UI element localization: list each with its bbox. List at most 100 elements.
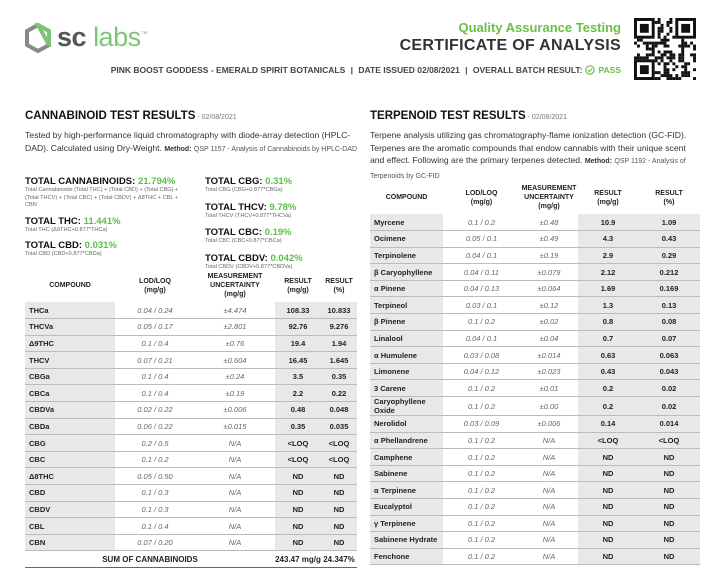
table-row: Linalool 0.04 / 0.1 ±0.04 0.7 0.07 <box>370 330 700 348</box>
result-mg: <LOQ <box>275 451 321 469</box>
result-pct: 0.014 <box>638 415 700 433</box>
total-item: TOTAL CBDV: 0.042% Total CBDV (CBDV+0.877… <box>205 253 355 272</box>
table-row: Δ9THC 0.1 / 0.4 ±0.76 19.4 1.94 <box>25 335 357 353</box>
uncertainty: N/A <box>195 434 275 452</box>
table-row: CBDVa 0.02 / 0.22 ±0.006 0.48 0.048 <box>25 401 357 419</box>
compound: Δ8THC <box>25 467 115 486</box>
lod-loq: 0.04 / 0.12 <box>443 363 520 381</box>
table-row: β Caryophyllene 0.04 / 0.11 ±0.079 2.12 0.21… <box>370 263 700 281</box>
column-header: RESULT (mg/g) <box>284 277 312 294</box>
table-row: CBN 0.07 / 0.20 N/A ND ND <box>25 534 357 552</box>
table-row: Δ8THC 0.05 / 0.50 N/A ND ND <box>25 467 357 486</box>
uncertainty: ±0.02 <box>520 313 578 331</box>
uncertainty: ±0.00 <box>520 396 578 417</box>
table-row: CBCa 0.1 / 0.4 ±0.19 2.2 0.22 <box>25 384 357 403</box>
table-row: CBG 0.2 / 0.5 N/A <LOQ <LOQ <box>25 434 357 452</box>
table-row: CBDV 0.1 / 0.3 N/A ND ND <box>25 501 357 519</box>
table-row: Terpineol 0.03 / 0.1 ±0.12 1.3 0.13 <box>370 296 700 315</box>
uncertainty: ±0.023 <box>520 363 578 381</box>
total-label: TOTAL CBDV: 0.042% <box>205 252 303 264</box>
table-row: Sabinene Hydrate 0.1 / 0.2 N/A ND ND <box>370 531 700 549</box>
compound: γ Terpinene <box>370 515 443 533</box>
total-label: TOTAL THC: 11.441% <box>25 215 121 227</box>
result-pct: ND <box>321 484 357 502</box>
lod-loq: 0.1 / 0.2 <box>443 396 520 417</box>
result-mg: 0.35 <box>275 418 321 436</box>
qr-code[interactable] <box>634 18 696 80</box>
totals-left: TOTAL CANNABINOIDS: 21.794% Total Cannabi… <box>25 176 190 265</box>
result-mg: ND <box>578 548 638 566</box>
result-pct: 0.063 <box>638 346 700 364</box>
result-pct: ND <box>321 517 357 535</box>
column-header: LOD/LOQ (mg/g) <box>465 189 498 206</box>
total-formula: Total CBC (CBC+0.877*CBCa) <box>205 238 282 244</box>
lod-loq: 0.1 / 0.2 <box>443 465 520 483</box>
product-name: PINK BOOST GODDESS - EMERALD SPIRIT BOTA… <box>110 65 346 75</box>
lod-loq: 0.1 / 0.2 <box>443 313 520 331</box>
brand-tm: ™ <box>140 31 148 38</box>
lod-loq: 0.03 / 0.1 <box>443 296 520 315</box>
lod-loq: 0.05 / 0.1 <box>443 230 520 248</box>
uncertainty: ±2.801 <box>195 318 275 336</box>
lod-loq: 0.04 / 0.1 <box>443 247 520 265</box>
result-pct: 0.35 <box>321 368 357 386</box>
compound: CBL <box>25 517 115 535</box>
compound: CBG <box>25 434 115 452</box>
compound: Sabinene <box>370 465 443 483</box>
lod-loq: 0.1 / 0.2 <box>443 481 520 499</box>
lod-loq: 0.1 / 0.4 <box>115 517 195 535</box>
header-row: COMPOUND LOD/LOQ (mg/g) MEASUREMENT UNCERTAI… <box>25 272 357 302</box>
lod-loq: 0.1 / 0.2 <box>443 448 520 466</box>
result-pct: ND <box>638 465 700 483</box>
terpenoid-description: Terpene analysis utilizing gas chromatog… <box>370 130 687 180</box>
uncertainty: N/A <box>520 481 578 499</box>
result-pct: ND <box>321 534 357 552</box>
brand-labs: labs <box>93 22 141 52</box>
total-formula: Total CBDV (CBDV+0.877*CBDVa) <box>205 263 293 270</box>
lod-loq: 0.03 / 0.08 <box>443 346 520 364</box>
coa-title: CERTIFICATE OF ANALYSIS <box>399 37 621 54</box>
lod-loq: 0.04 / 0.1 <box>443 330 520 348</box>
uncertainty: N/A <box>195 534 275 552</box>
result-mg: 0.63 <box>578 346 638 364</box>
lod-loq: 0.1 / 0.2 <box>115 451 195 469</box>
total-value: 9.78% <box>269 201 297 213</box>
total-formula: Total THC (Δ9THC+0.877*THCa) <box>25 226 108 233</box>
sum-mg: 243.47 mg/g <box>275 550 321 568</box>
table-row: α Humulene 0.03 / 0.08 ±0.014 0.63 0.063 <box>370 346 700 364</box>
uncertainty: N/A <box>520 498 578 516</box>
total-label: TOTAL CANNABINOIDS: 21.794% <box>25 176 176 187</box>
compound: Eucalyptol <box>370 498 443 516</box>
compound: β Pinene <box>370 313 443 331</box>
column-header: RESULT (%) <box>655 189 683 206</box>
uncertainty: ±0.48 <box>520 214 578 232</box>
result-mg: ND <box>578 498 638 516</box>
result-mg: 0.43 <box>578 363 638 381</box>
column-header: COMPOUND <box>49 282 91 289</box>
result-pct: 0.169 <box>638 280 700 298</box>
compound: Limonene <box>370 363 443 381</box>
uncertainty: ±0.014 <box>520 346 578 364</box>
total-value: 0.042% <box>270 252 303 264</box>
result-mg: 92.76 <box>275 318 321 336</box>
result-pct: 1.645 <box>321 351 357 369</box>
result-mg: 10.9 <box>578 214 638 232</box>
compound: CBC <box>25 451 115 469</box>
result-mg: ND <box>578 481 638 499</box>
lod-loq: 0.1 / 0.4 <box>115 368 195 386</box>
compound: Myrcene <box>370 214 443 232</box>
result-pct: <LOQ <box>321 451 357 469</box>
compound: Fenchone <box>370 548 443 566</box>
table-row: 3 Carene 0.1 / 0.2 ±0.01 0.2 0.02 <box>370 379 700 398</box>
column-header: RESULT (mg/g) <box>594 189 622 206</box>
total-formula: Total CBD (CBD+0.877*CBDa) <box>25 251 102 257</box>
result-mg: 19.4 <box>275 335 321 353</box>
result-mg: ND <box>578 515 638 533</box>
total-label: TOTAL THCV: 9.78% <box>205 201 297 213</box>
uncertainty: ±0.04 <box>520 330 578 348</box>
result-pct: 0.29 <box>638 247 700 265</box>
uncertainty: ±0.24 <box>195 368 275 386</box>
lod-loq: 0.1 / 0.2 <box>443 214 520 232</box>
batch-result: PASS <box>598 65 621 75</box>
uncertainty: ±0.12 <box>520 296 578 315</box>
